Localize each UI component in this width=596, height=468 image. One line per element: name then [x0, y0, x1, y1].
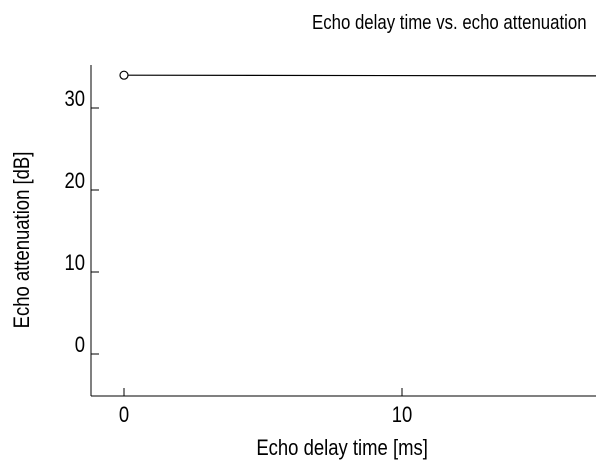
x-axis-label-text: Echo delay time [ms] — [256, 435, 428, 460]
y-tick-label: 0 — [75, 334, 85, 358]
y-axis-label: Echo attenuation [dB] — [9, 151, 34, 329]
x-tick-label: 0 — [119, 404, 129, 428]
y-tick-label: 10 — [64, 252, 85, 276]
x-tick-label: 10 — [392, 404, 413, 428]
data-point — [119, 70, 129, 80]
y-tick-label: 20 — [64, 170, 85, 194]
series-line — [123, 74, 596, 77]
chart-title: Echo delay time vs. echo attenuation — [312, 12, 587, 34]
x-axis-label: Echo delay time [ms] — [0, 435, 596, 461]
y-tick-label: 30 — [64, 88, 85, 112]
